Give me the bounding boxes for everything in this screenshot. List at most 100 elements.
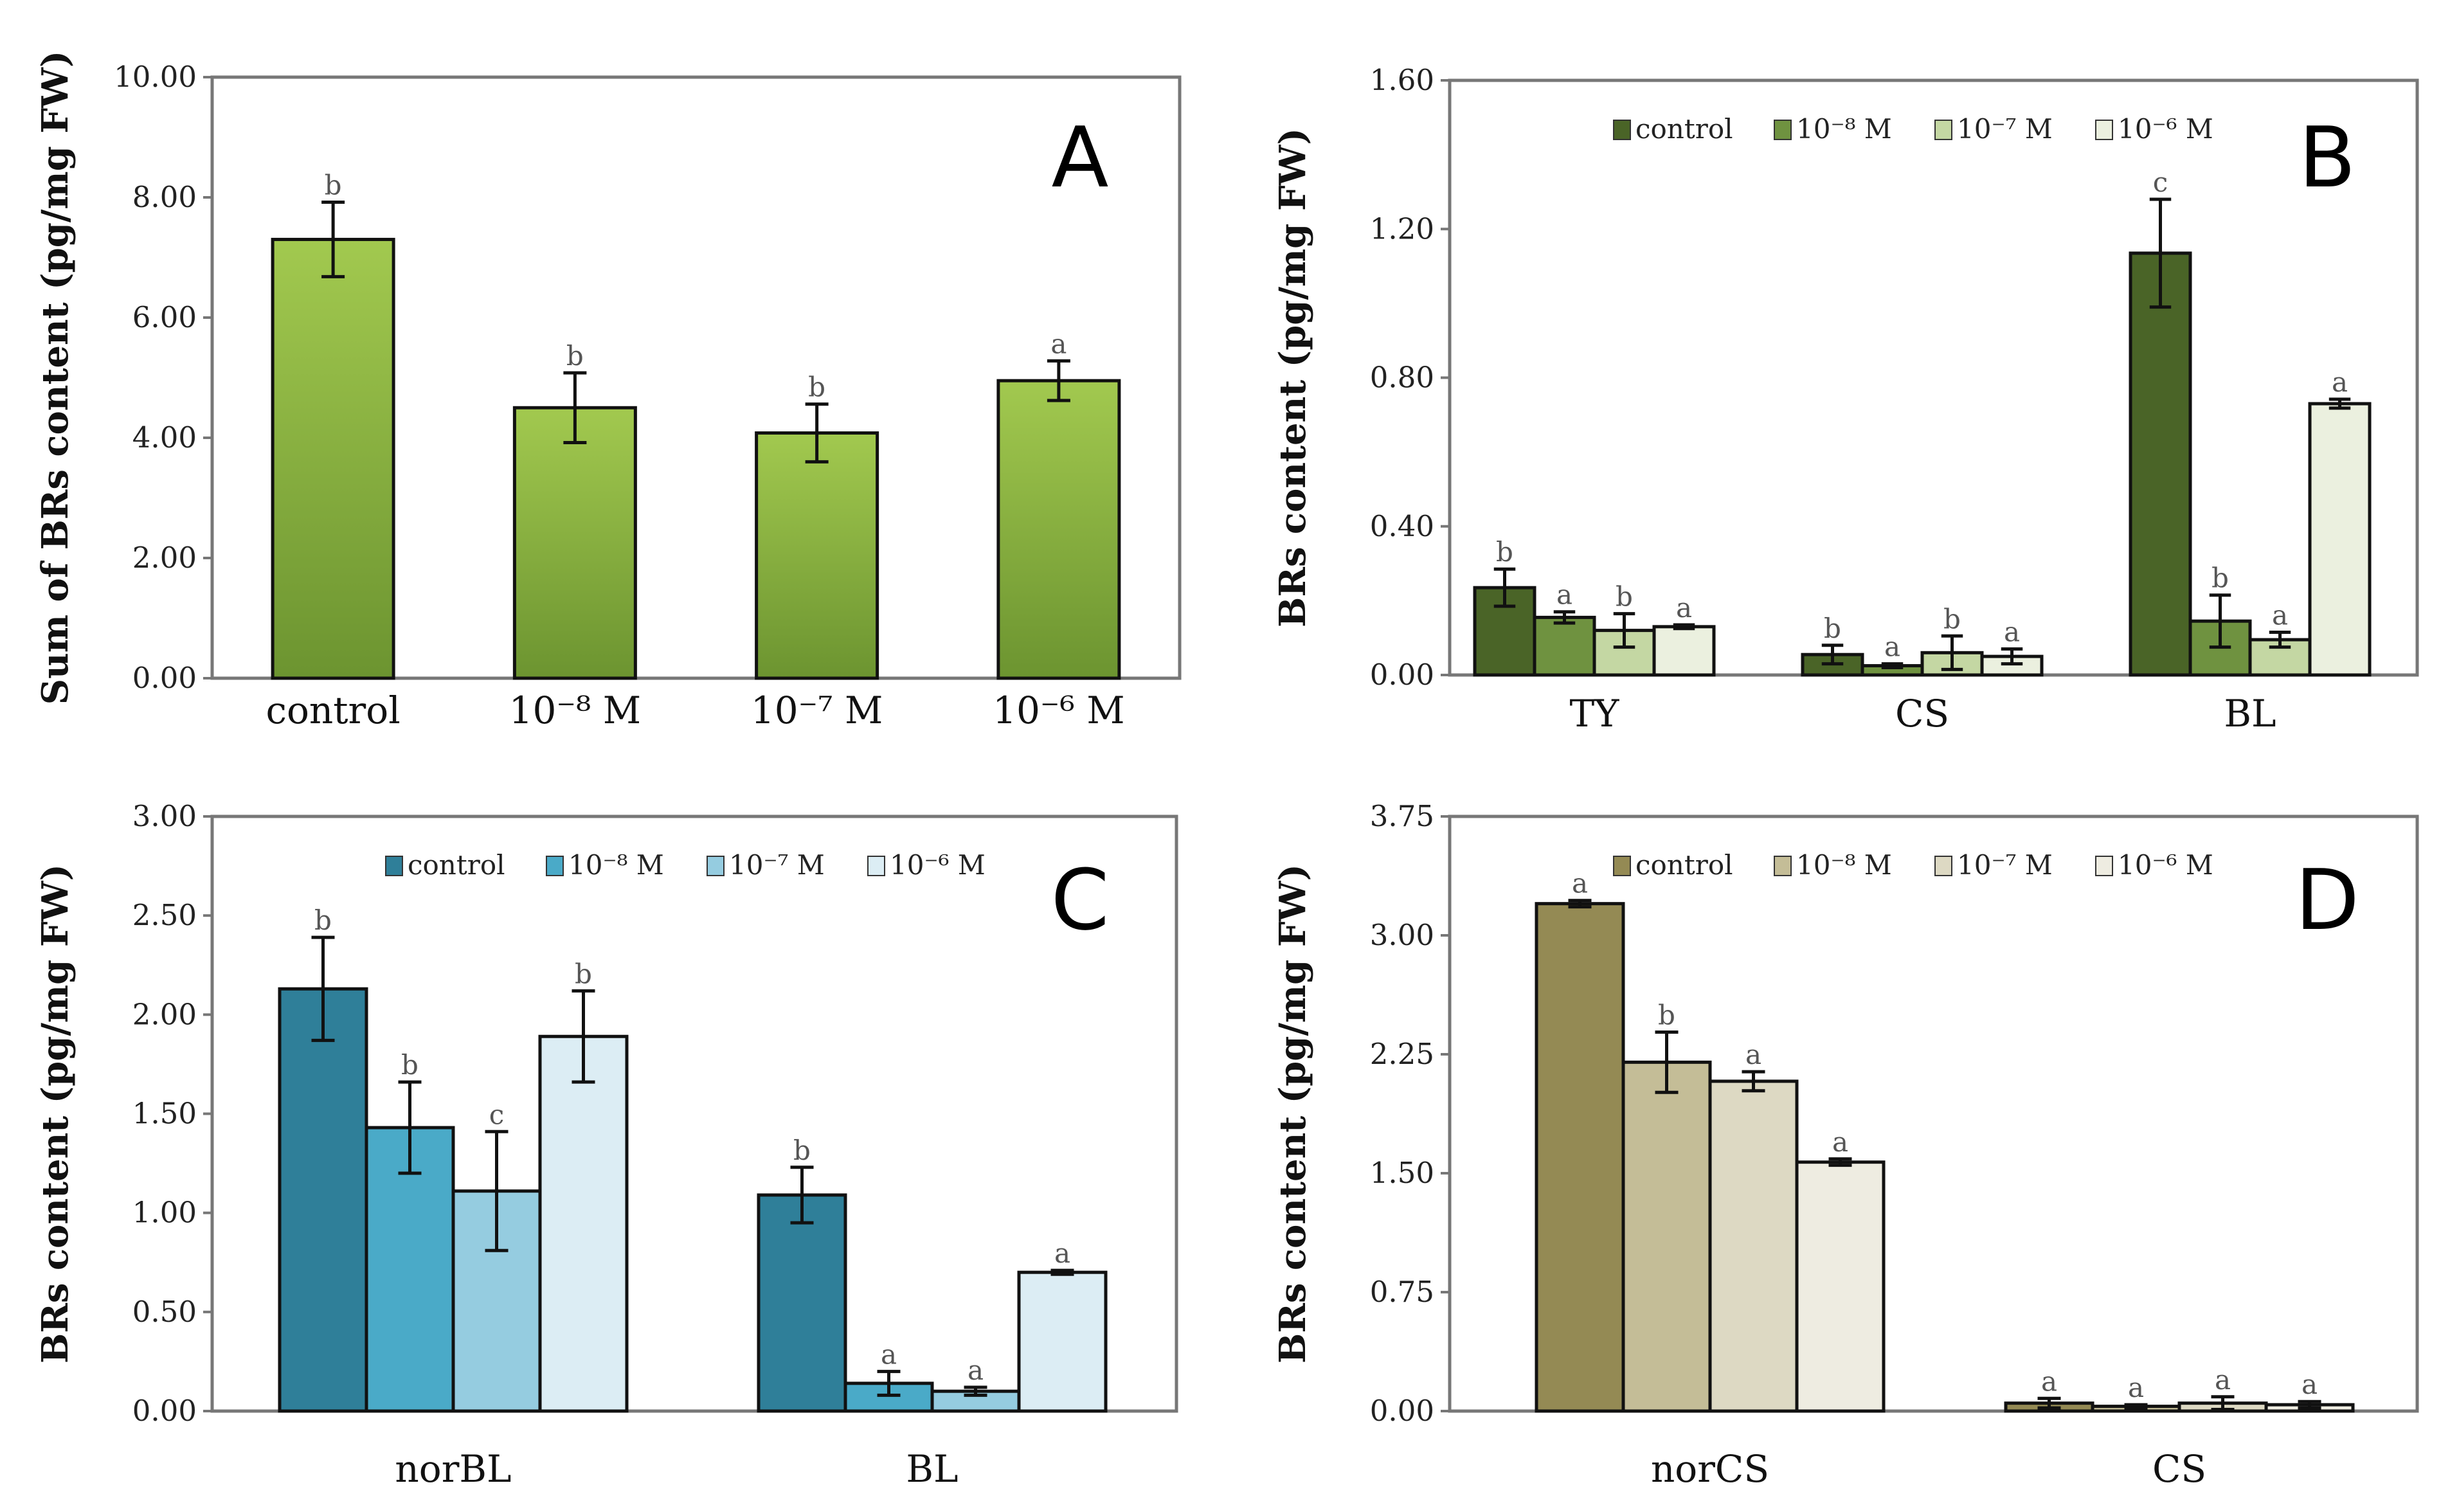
significance-letter: b <box>1943 603 1961 634</box>
significance-letter: a <box>1832 1126 1848 1158</box>
significance-letter: a <box>1050 328 1067 359</box>
significance-letter: a <box>1745 1039 1761 1070</box>
category-label: 10⁻⁷ M <box>751 688 883 732</box>
y-tick-label: 3.00 <box>132 799 197 833</box>
legend-entry: control <box>408 849 505 881</box>
legend-entry: 10⁻⁷ M <box>729 849 825 881</box>
bar-b-3-1 <box>2129 251 2192 677</box>
significance-letter: b <box>793 1135 811 1166</box>
bar-d-1-4 <box>1795 1160 1886 1413</box>
category-label: BL <box>2224 692 2276 735</box>
category-label: CS <box>1895 692 1949 735</box>
y-tick-label: 1.00 <box>132 1196 197 1230</box>
bar-a-3-1 <box>755 431 879 680</box>
bar-c-1-1 <box>278 987 368 1413</box>
y-axis-label: Sum of BRs content (pg/mg FW) <box>34 51 77 705</box>
significance-letter: b <box>1824 613 1841 644</box>
y-tick-label: 2.00 <box>132 997 197 1031</box>
bar-a-1-1 <box>271 237 395 680</box>
y-axis-label: BRs content (pg/mg FW) <box>34 864 77 1364</box>
significance-letter: a <box>1572 868 1588 899</box>
bar-d-1-1 <box>1535 902 1625 1413</box>
category-label: norBL <box>395 1447 511 1491</box>
legend-entry: 10⁻⁶ M <box>890 849 986 881</box>
y-tick-label: 1.50 <box>132 1097 197 1131</box>
legend-entry: 10⁻⁷ M <box>1957 849 2053 881</box>
category-label: 10⁻⁶ M <box>993 688 1125 732</box>
legend-swatch <box>1934 856 1952 876</box>
y-tick-label: 2.25 <box>1370 1037 1434 1071</box>
panel-a: 0.00 2.00 4.00 6.00 8.00 10.00 Sum of BRs cont… <box>34 51 1182 732</box>
category-label: control <box>266 688 400 732</box>
significance-letter: a <box>881 1338 897 1370</box>
y-tick-label: 1.20 <box>1370 212 1434 246</box>
legend-entry: 10⁻⁸ M <box>568 849 664 881</box>
bar-a-2-1 <box>512 406 637 680</box>
legend-entry: 10⁻⁶ M <box>2118 849 2213 881</box>
panel-label: B <box>2298 109 2355 206</box>
legend-entry: 10⁻⁸ M <box>1796 849 1892 881</box>
significance-letter: b <box>575 958 592 989</box>
significance-letter: a <box>1884 631 1900 663</box>
bar-b-3-4 <box>2308 402 2372 677</box>
panel-label: C <box>1051 851 1110 949</box>
legend-swatch <box>2095 856 2113 876</box>
significance-letter: b <box>314 905 332 936</box>
significance-letter: a <box>2301 1369 2318 1400</box>
significance-letter: b <box>1616 581 1633 613</box>
legend-swatch <box>1613 856 1631 876</box>
significance-letter: b <box>566 340 584 372</box>
legend-swatch <box>2095 120 2113 140</box>
significance-letter: b <box>1658 999 1675 1030</box>
significance-letter: b <box>401 1049 419 1081</box>
significance-letter: a <box>2215 1364 2231 1396</box>
significance-letter: a <box>2332 366 2348 398</box>
y-tick-label: 0.80 <box>1370 361 1434 395</box>
category-label: BL <box>906 1447 958 1491</box>
y-tick-label: 3.75 <box>1370 799 1434 833</box>
legend-swatch <box>1774 120 1792 140</box>
legend-entry: control <box>1635 849 1733 881</box>
y-tick-label: 1.50 <box>1370 1156 1434 1190</box>
plot-frame <box>1448 78 2419 677</box>
legend-swatch <box>1774 856 1792 876</box>
y-tick-label: 0.40 <box>1370 509 1434 543</box>
significance-letter: b <box>808 372 825 403</box>
legend-swatch <box>385 856 403 876</box>
y-tick-label: 4.00 <box>132 420 197 455</box>
legend-swatch <box>1934 120 1952 140</box>
significance-letter: b <box>1496 536 1513 568</box>
y-tick-label: 10.00 <box>114 60 197 94</box>
bar-c-1-4 <box>538 1034 629 1413</box>
significance-letter: a <box>2041 1365 2057 1397</box>
significance-letter: b <box>2211 562 2229 594</box>
plot-frame <box>210 75 1182 680</box>
panel-label: D <box>2295 851 2359 949</box>
y-tick-label: 2.00 <box>132 541 197 575</box>
legend-entry: 10⁻⁶ M <box>2118 113 2213 145</box>
legend-entry: 10⁻⁷ M <box>1957 113 2053 145</box>
bar-b-1-4 <box>1652 625 1716 677</box>
panel-d: 0.00 0.75 1.50 2.25 3.00 3.75 BRs content (pg/… <box>1272 799 2419 1491</box>
significance-letter: a <box>2128 1372 2144 1403</box>
bar-c-2-4 <box>1017 1270 1108 1413</box>
legend-swatch <box>1613 120 1631 140</box>
bar-d-1-3 <box>1708 1079 1799 1413</box>
y-tick-label: 3.00 <box>1370 918 1434 952</box>
significance-letter: a <box>1054 1238 1070 1269</box>
y-tick-label: 0.50 <box>132 1295 197 1329</box>
y-tick-label: 0.00 <box>132 661 197 695</box>
significance-letter: a <box>2272 600 2288 631</box>
significance-letter: b <box>325 169 342 201</box>
significance-letter: a <box>1676 592 1692 624</box>
legend-entry: control <box>1635 113 1733 145</box>
y-tick-label: 1.60 <box>1370 63 1434 97</box>
y-tick-label: 0.75 <box>1370 1275 1434 1309</box>
plot-frame <box>1448 815 2419 1413</box>
legend-entry: 10⁻⁸ M <box>1796 113 1892 145</box>
y-tick-label: 0.00 <box>1370 1394 1434 1428</box>
significance-letter: a <box>968 1354 984 1386</box>
category-label: 10⁻⁸ M <box>509 688 642 732</box>
